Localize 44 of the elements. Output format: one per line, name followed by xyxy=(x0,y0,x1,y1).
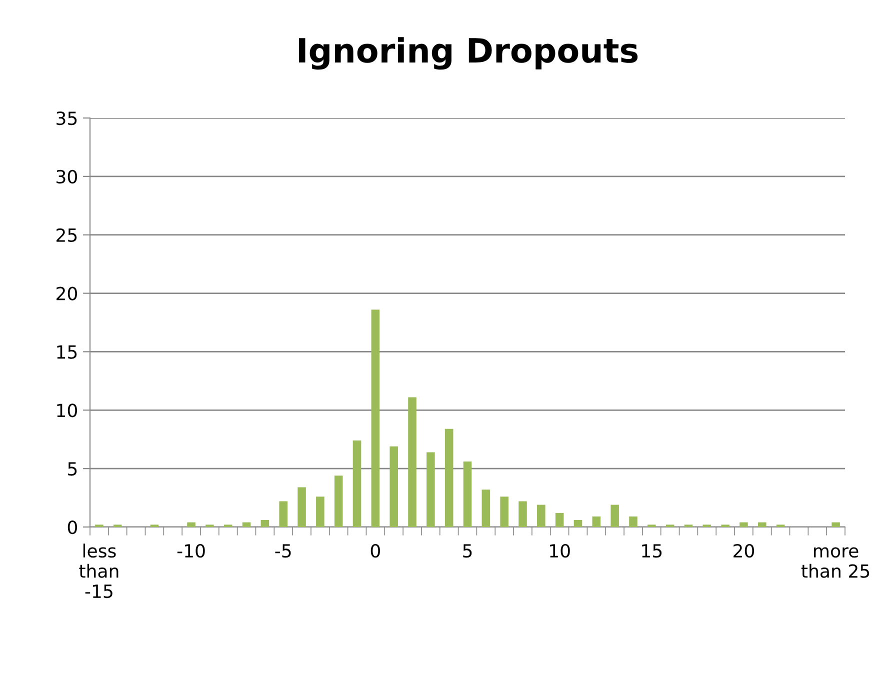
bar xyxy=(260,520,270,527)
x-tick-label: more than 25 xyxy=(801,547,870,578)
bar xyxy=(334,476,343,527)
bar xyxy=(279,501,288,527)
y-tick-label: 0 xyxy=(68,520,77,534)
bar xyxy=(408,397,416,527)
bar xyxy=(390,446,398,527)
x-tick-label: 0 xyxy=(370,544,380,558)
bar xyxy=(482,490,490,527)
bar xyxy=(426,452,435,527)
bar xyxy=(518,501,527,527)
x-tick-label: -5 xyxy=(275,544,291,558)
y-tick-label: 5 xyxy=(68,462,77,476)
x-tick-label: 10 xyxy=(550,544,570,558)
bar xyxy=(242,522,251,527)
x-tick-label: less than -15 xyxy=(79,544,118,598)
bar xyxy=(187,522,196,527)
y-tick-label: 10 xyxy=(57,404,77,418)
bar xyxy=(352,440,362,527)
x-tick-label: -10 xyxy=(177,544,205,558)
x-tick-label: 5 xyxy=(463,544,472,558)
bar xyxy=(463,462,472,527)
y-tick-label: 25 xyxy=(56,228,77,242)
bar xyxy=(537,504,546,527)
bar xyxy=(500,496,508,527)
bar xyxy=(832,522,840,527)
chart-title: Ignoring Dropouts xyxy=(298,37,638,70)
x-tick-label: 20 xyxy=(734,544,754,558)
bar xyxy=(629,516,638,527)
bar xyxy=(444,428,454,527)
bar xyxy=(316,496,324,527)
y-tick-label: 30 xyxy=(56,170,77,184)
bar xyxy=(610,504,619,527)
bar xyxy=(574,520,582,527)
x-tick-label: 15 xyxy=(642,544,662,558)
bar xyxy=(592,516,601,527)
y-tick-label: 20 xyxy=(56,286,77,300)
bar xyxy=(758,522,766,527)
y-tick-label: 35 xyxy=(56,111,77,126)
bar xyxy=(555,512,564,527)
bar xyxy=(371,310,380,527)
y-tick-label: 15 xyxy=(57,345,77,359)
bar xyxy=(298,487,306,527)
bar xyxy=(740,522,748,527)
